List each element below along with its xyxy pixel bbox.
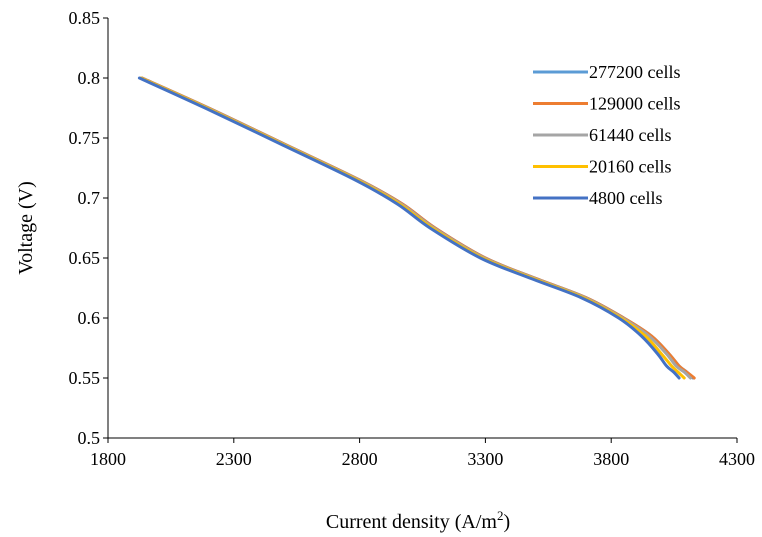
legend: 277200 cells 129000 cells 61440 cells 20160… — [533, 62, 681, 208]
y-tick-label: 0.6 — [78, 308, 101, 328]
plot-area — [107, 18, 737, 439]
x-axis-title-superscript: 2 — [497, 508, 504, 523]
y-tick-label: 0.75 — [69, 128, 101, 148]
legend-label-1: 129000 cells — [589, 94, 681, 114]
legend-label-4: 4800 cells — [589, 188, 663, 208]
x-tick-label: 3300 — [467, 449, 503, 469]
y-tick-label: 0.5 — [78, 428, 101, 448]
x-tick-label: 2300 — [216, 449, 252, 469]
y-axis-ticks: 0.5 0.55 0.6 0.65 0.7 0.75 0.8 0.85 — [69, 8, 108, 448]
x-axis-title: Current density (A/m2) — [326, 508, 510, 533]
series-line-1 — [140, 76, 696, 380]
y-tick-label: 0.85 — [69, 8, 101, 28]
legend-label-2: 61440 cells — [589, 125, 672, 145]
legend-label-3: 20160 cells — [589, 157, 672, 177]
y-axis-title: Voltage (V) — [15, 181, 37, 275]
y-tick-label: 0.8 — [78, 68, 101, 88]
x-tick-label: 2800 — [342, 449, 378, 469]
x-axis-title-main: Current density (A/m — [326, 511, 498, 533]
x-axis-title-end: ) — [503, 511, 510, 533]
y-tick-label: 0.65 — [69, 248, 101, 268]
series-line-4 — [137, 76, 681, 380]
x-axis-ticks: 1800 2300 2800 3300 3800 4300 — [90, 438, 755, 469]
x-tick-label: 4300 — [719, 449, 755, 469]
x-tick-label: 1800 — [90, 449, 126, 469]
y-tick-label: 0.55 — [69, 368, 101, 388]
series-line-2 — [139, 76, 692, 380]
series-line-0 — [140, 76, 695, 380]
series-layer — [137, 76, 696, 380]
x-tick-label: 3800 — [593, 449, 629, 469]
series-line-3 — [139, 76, 686, 380]
legend-label-0: 277200 cells — [589, 62, 681, 82]
y-tick-label: 0.7 — [78, 188, 101, 208]
